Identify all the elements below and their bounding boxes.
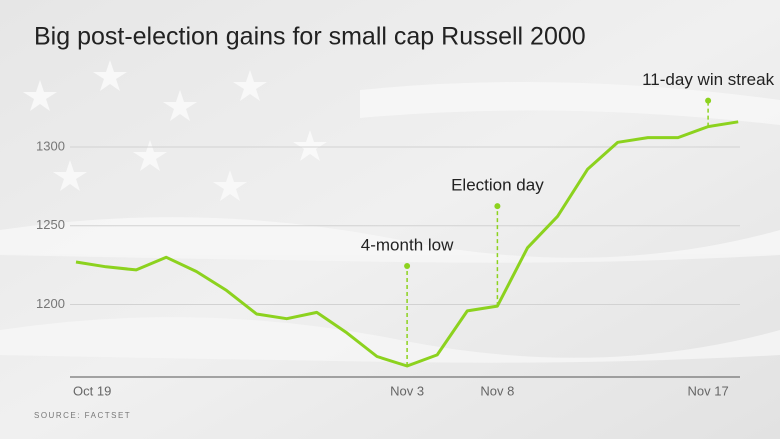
annotation-label: 4-month low xyxy=(361,235,454,254)
series-line xyxy=(75,120,739,368)
chart-title: Big post-election gains for small cap Ru… xyxy=(34,23,586,51)
x-tick-label: Nov 3 xyxy=(390,383,424,398)
annotation-label: Election day xyxy=(451,176,544,195)
annotation-dot xyxy=(494,203,501,210)
y-tick-label: 1200 xyxy=(36,296,65,311)
flag-stars xyxy=(23,60,327,201)
flag-stripes xyxy=(0,82,780,363)
source-note: SOURCE: FACTSET xyxy=(34,411,131,420)
annotation-label: 11-day win streak xyxy=(642,70,774,89)
x-tick-label: Nov 17 xyxy=(687,383,728,398)
annotation-dot xyxy=(705,97,712,104)
y-tick-label: 1300 xyxy=(36,138,65,153)
y-tick-label: 1250 xyxy=(36,217,65,232)
x-tick-label: Nov 8 xyxy=(480,383,514,398)
annotation-dot xyxy=(404,262,411,269)
x-tick-label: Oct 19 xyxy=(73,383,111,398)
